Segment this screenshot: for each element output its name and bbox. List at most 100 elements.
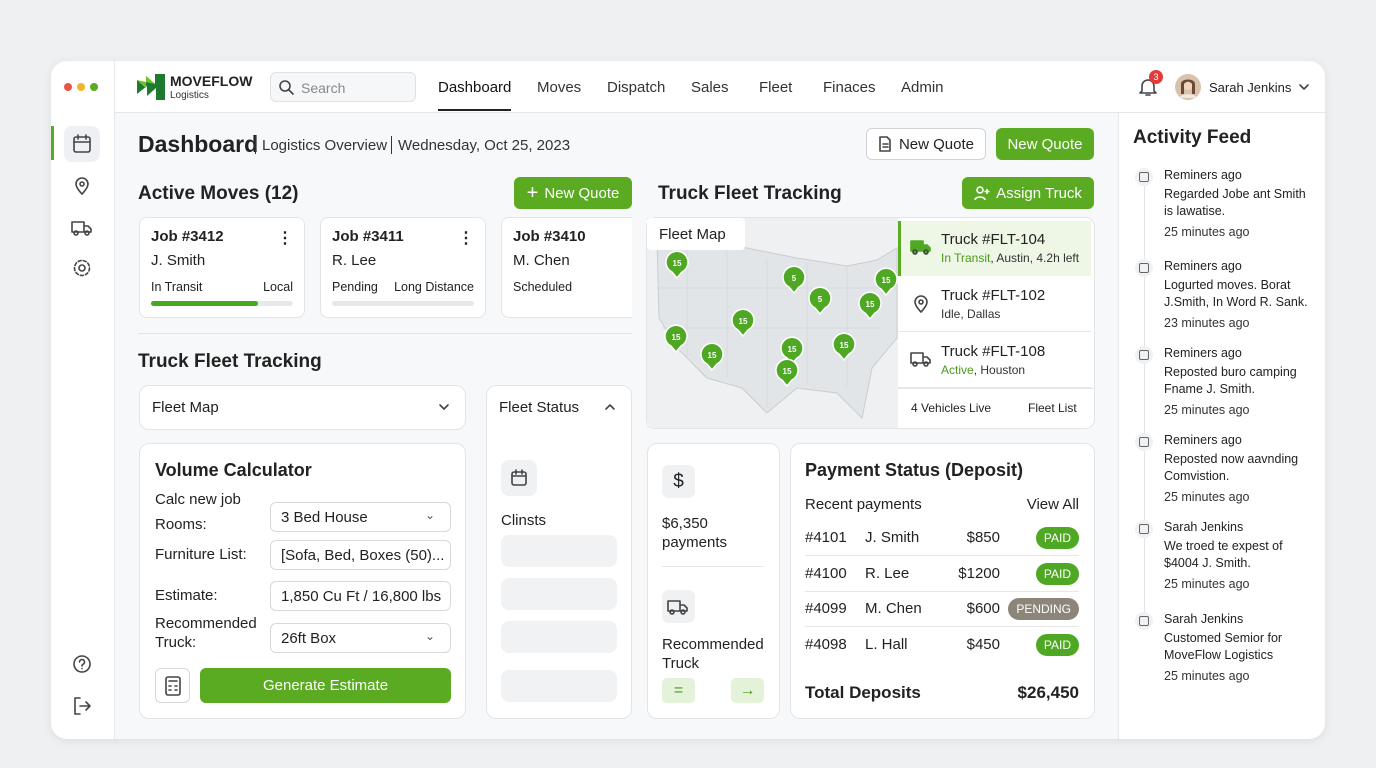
job-number: Job #3410 bbox=[513, 228, 586, 245]
move-status: Scheduled bbox=[513, 280, 573, 294]
search-box[interactable] bbox=[270, 72, 416, 102]
view-all-link[interactable]: View All bbox=[1026, 496, 1079, 513]
nav-item[interactable]: Moves bbox=[537, 79, 582, 96]
field-input[interactable] bbox=[270, 502, 451, 532]
field-value[interactable]: 1,850 Cu Ft / 16,800 lbs bbox=[281, 588, 442, 605]
field-value[interactable]: 26ft Box bbox=[281, 630, 337, 647]
truck-name[interactable]: Truck #FLT-108 bbox=[941, 343, 1046, 360]
search-placeholder[interactable]: Search bbox=[301, 80, 346, 96]
truck-icon bbox=[667, 600, 688, 615]
field-input[interactable] bbox=[270, 581, 451, 611]
pin-label[interactable]: 15 bbox=[783, 367, 792, 376]
pin-label[interactable]: 5 bbox=[818, 295, 823, 304]
pin-shape[interactable] bbox=[664, 324, 688, 354]
calendar-icon[interactable] bbox=[72, 134, 92, 154]
nav-item[interactable]: Dashboard bbox=[438, 79, 512, 96]
pin-shape[interactable] bbox=[700, 342, 724, 372]
pin-shape[interactable] bbox=[665, 250, 689, 280]
more-icon[interactable]: ⋮ bbox=[458, 230, 474, 247]
pin-label[interactable]: 15 bbox=[708, 351, 717, 360]
map-pin[interactable]: 15 bbox=[780, 336, 804, 366]
section-title: Truck Fleet Tracking bbox=[138, 351, 322, 372]
pin-shape[interactable] bbox=[832, 332, 856, 362]
truck-name[interactable]: Truck #FLT-102 bbox=[941, 287, 1046, 304]
fleet-map-dropdown[interactable] bbox=[139, 385, 466, 430]
pin-shape[interactable] bbox=[874, 267, 898, 297]
nav-item[interactable]: Dispatch bbox=[607, 79, 666, 96]
button-label[interactable]: New Quote bbox=[544, 184, 620, 202]
pin-label[interactable]: 15 bbox=[866, 300, 875, 309]
button-label[interactable]: Assign Truck bbox=[996, 184, 1082, 202]
pin-shape[interactable] bbox=[775, 358, 799, 388]
card-title: Volume Calculator bbox=[155, 460, 312, 480]
help-icon[interactable] bbox=[72, 654, 92, 674]
pin-shape[interactable] bbox=[808, 286, 832, 316]
page-title: Dashboard bbox=[138, 131, 259, 157]
map-pin[interactable]: 15 bbox=[858, 291, 882, 321]
pin-label[interactable]: 15 bbox=[788, 345, 797, 354]
truck-name[interactable]: Truck #FLT-104 bbox=[941, 231, 1046, 248]
truck-icon[interactable] bbox=[71, 218, 93, 238]
calculator-button[interactable] bbox=[155, 668, 190, 703]
pin-label[interactable]: 5 bbox=[792, 274, 797, 283]
field-input[interactable] bbox=[270, 623, 451, 653]
payment-badge: PENDING bbox=[1008, 598, 1079, 620]
nav-item[interactable]: Sales bbox=[691, 79, 729, 96]
pin-label[interactable]: 15 bbox=[739, 317, 748, 326]
button-label[interactable]: Generate Estimate bbox=[262, 677, 389, 694]
feed-text: Regarded Jobe ant Smith is lawatise. bbox=[1164, 187, 1306, 218]
button-label[interactable]: New Quote bbox=[898, 135, 975, 153]
fleet-list-link[interactable]: Fleet List bbox=[1028, 401, 1077, 415]
map-pin[interactable]: 15 bbox=[775, 358, 799, 388]
more-icon[interactable]: ⋮ bbox=[277, 230, 293, 247]
truck-row[interactable] bbox=[898, 333, 1091, 388]
button-label[interactable]: New Quote bbox=[1007, 135, 1083, 153]
dropdown-label[interactable]: Fleet Map bbox=[152, 399, 219, 416]
assign-truck-button[interactable]: Assign Truck bbox=[962, 177, 1094, 209]
pin-label[interactable]: 15 bbox=[673, 259, 682, 268]
truck-row[interactable] bbox=[898, 277, 1091, 332]
map-pin[interactable]: 15 bbox=[731, 308, 755, 338]
pin-shape[interactable] bbox=[731, 308, 755, 338]
logo bbox=[137, 74, 165, 100]
user-chevron[interactable] bbox=[1298, 82, 1310, 92]
pin-shape[interactable] bbox=[782, 265, 806, 295]
pin-shape[interactable] bbox=[780, 336, 804, 366]
map-pin[interactable]: 5 bbox=[782, 265, 806, 295]
location-icon[interactable] bbox=[72, 176, 92, 196]
field-value[interactable]: [Sofa, Bed, Boxes (50)... bbox=[281, 547, 445, 564]
map-pin[interactable]: 15 bbox=[700, 342, 724, 372]
new-quote-outline-button[interactable]: New Quote bbox=[866, 128, 986, 160]
map-pin[interactable]: 15 bbox=[664, 324, 688, 354]
field-input[interactable] bbox=[270, 540, 451, 570]
map-pin[interactable]: 15 bbox=[665, 250, 689, 280]
pin-shape[interactable] bbox=[858, 291, 882, 321]
nav-item[interactable]: Finaces bbox=[823, 79, 876, 96]
pin-label[interactable]: 15 bbox=[840, 341, 849, 350]
client-name: R. Lee bbox=[332, 252, 377, 269]
logout-icon[interactable] bbox=[72, 696, 92, 716]
user-name[interactable]: Sarah Jenkins bbox=[1209, 80, 1292, 95]
pin-label[interactable]: 15 bbox=[672, 333, 681, 342]
nav-item[interactable]: Admin bbox=[901, 79, 944, 96]
avatar[interactable] bbox=[1175, 74, 1201, 100]
truck-status: Idle, Dallas bbox=[941, 307, 1000, 321]
map-pin[interactable]: 15 bbox=[832, 332, 856, 362]
pin-label[interactable]: 15 bbox=[882, 276, 891, 285]
chevron-down[interactable]: ⌄ bbox=[425, 629, 436, 643]
new-quote-button[interactable]: + New Quote bbox=[514, 177, 632, 209]
generate-estimate-button[interactable]: Generate Estimate bbox=[200, 668, 451, 703]
panel-title[interactable]: Fleet Status bbox=[499, 399, 580, 416]
new-quote-button[interactable]: New Quote bbox=[996, 128, 1094, 160]
move-card[interactable] bbox=[501, 217, 632, 318]
settings-icon[interactable] bbox=[72, 258, 92, 278]
chevron-down[interactable]: ⌄ bbox=[425, 508, 436, 522]
map-pin[interactable]: 5 bbox=[808, 286, 832, 316]
fleet-map[interactable]: 15 5 15 5 15 15 15 15 15 15 15 bbox=[647, 218, 898, 428]
nav-item[interactable]: Fleet bbox=[759, 79, 793, 96]
menu-chip[interactable]: = bbox=[662, 678, 695, 703]
field-value[interactable]: 3 Bed House bbox=[281, 509, 368, 526]
map-pin[interactable]: 15 bbox=[874, 267, 898, 297]
arrow-chip[interactable]: → bbox=[731, 678, 764, 703]
user-plus-icon bbox=[974, 186, 990, 201]
